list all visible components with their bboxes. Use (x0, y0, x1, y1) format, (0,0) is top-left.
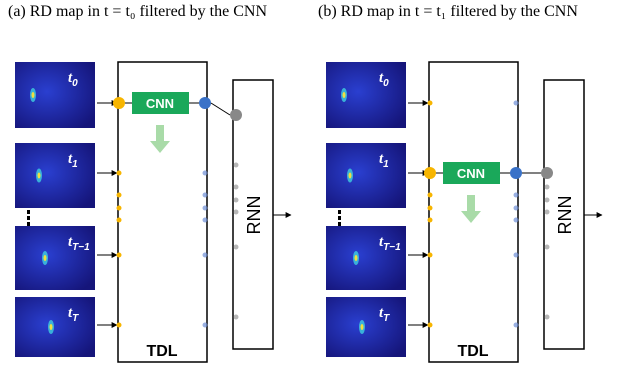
cnn-label: CNN (146, 96, 174, 111)
rd-map (326, 143, 406, 208)
tdl-out-active (510, 167, 522, 179)
tdl-in-active (424, 167, 436, 179)
tdl-in-dot (117, 171, 122, 176)
cnn-label: CNN (457, 166, 485, 181)
tdl-in-dot (428, 253, 433, 258)
ellipsis-dot (27, 222, 30, 226)
down-arrow (461, 195, 481, 223)
tdl-in-dot (117, 323, 122, 328)
rnn-dot (545, 185, 550, 190)
rnn-label: RNN (555, 196, 575, 235)
link (211, 103, 230, 115)
tdl-in-dot (428, 193, 433, 198)
rd-map (326, 226, 406, 290)
tdl-out-active (199, 97, 211, 109)
tdl-out-dot (203, 253, 208, 258)
rd-blob (38, 173, 41, 179)
tdl-out-dot (203, 171, 208, 176)
ellipsis-dot (338, 222, 341, 226)
tdl-out-dot (203, 206, 208, 211)
tdl-out-dot (203, 323, 208, 328)
time-sub: 1 (72, 159, 78, 170)
rd-blob (361, 324, 364, 330)
tdl-in-dot (117, 253, 122, 258)
tdl-out-dot (514, 101, 519, 106)
rnn-dot (545, 198, 550, 203)
rd-map (15, 297, 95, 357)
tdl-out-dot (514, 218, 519, 223)
ellipsis-dot (338, 210, 341, 214)
tdl-out-dot (203, 193, 208, 198)
ellipsis-dot (27, 216, 30, 220)
tdl-out-dot (514, 253, 519, 258)
rnn-dot (545, 315, 550, 320)
tdl-in-dot (117, 218, 122, 223)
rnn-dot (234, 185, 239, 190)
time-sub: T−1 (383, 242, 401, 253)
rnn-dot (234, 198, 239, 203)
time-sub: 0 (383, 78, 389, 89)
tdl-in-dot (428, 206, 433, 211)
time-sub: T−1 (72, 242, 90, 253)
tdl-in-dot (428, 323, 433, 328)
tdl-label: TDL (457, 343, 488, 360)
diagram: t0t1tT−1tTTDLRNNCNNt0t1tT−1tTTDLRNNCNN (0, 0, 621, 369)
rnn-dot (545, 210, 550, 215)
time-sub: T (383, 313, 390, 324)
page: (a) RD map in t = t₀ filtered by the CNN… (0, 0, 621, 369)
rd-map (15, 226, 95, 290)
tdl-out-dot (514, 193, 519, 198)
time-sub: 1 (383, 159, 389, 170)
down-arrow (150, 125, 170, 153)
rnn-dot (234, 163, 239, 168)
tdl-out-dot (203, 218, 208, 223)
tdl-in-active (113, 97, 125, 109)
rd-blob (50, 324, 53, 330)
rd-map (326, 297, 406, 357)
rd-blob (44, 255, 47, 261)
ellipsis-dot (27, 210, 30, 214)
rnn-label: RNN (244, 196, 264, 235)
tdl-label: TDL (146, 343, 177, 360)
rd-map (15, 62, 95, 128)
rnn-dot (234, 210, 239, 215)
tdl-out-dot (514, 206, 519, 211)
rnn-dot (234, 315, 239, 320)
tdl-in-dot (117, 206, 122, 211)
tdl-in-dot (117, 193, 122, 198)
rnn-active (230, 109, 242, 121)
rnn-active (541, 167, 553, 179)
tdl-in-dot (428, 218, 433, 223)
rd-blob (32, 92, 35, 98)
rd-map (326, 62, 406, 128)
tdl-in-dot (428, 101, 433, 106)
rd-blob (355, 255, 358, 261)
rd-map (15, 143, 95, 208)
tdl-out-dot (514, 323, 519, 328)
rd-blob (343, 92, 346, 98)
time-sub: 0 (72, 78, 78, 89)
time-sub: T (72, 313, 79, 324)
rd-blob (349, 173, 352, 179)
rnn-dot (545, 245, 550, 250)
rnn-dot (234, 245, 239, 250)
ellipsis-dot (338, 216, 341, 220)
